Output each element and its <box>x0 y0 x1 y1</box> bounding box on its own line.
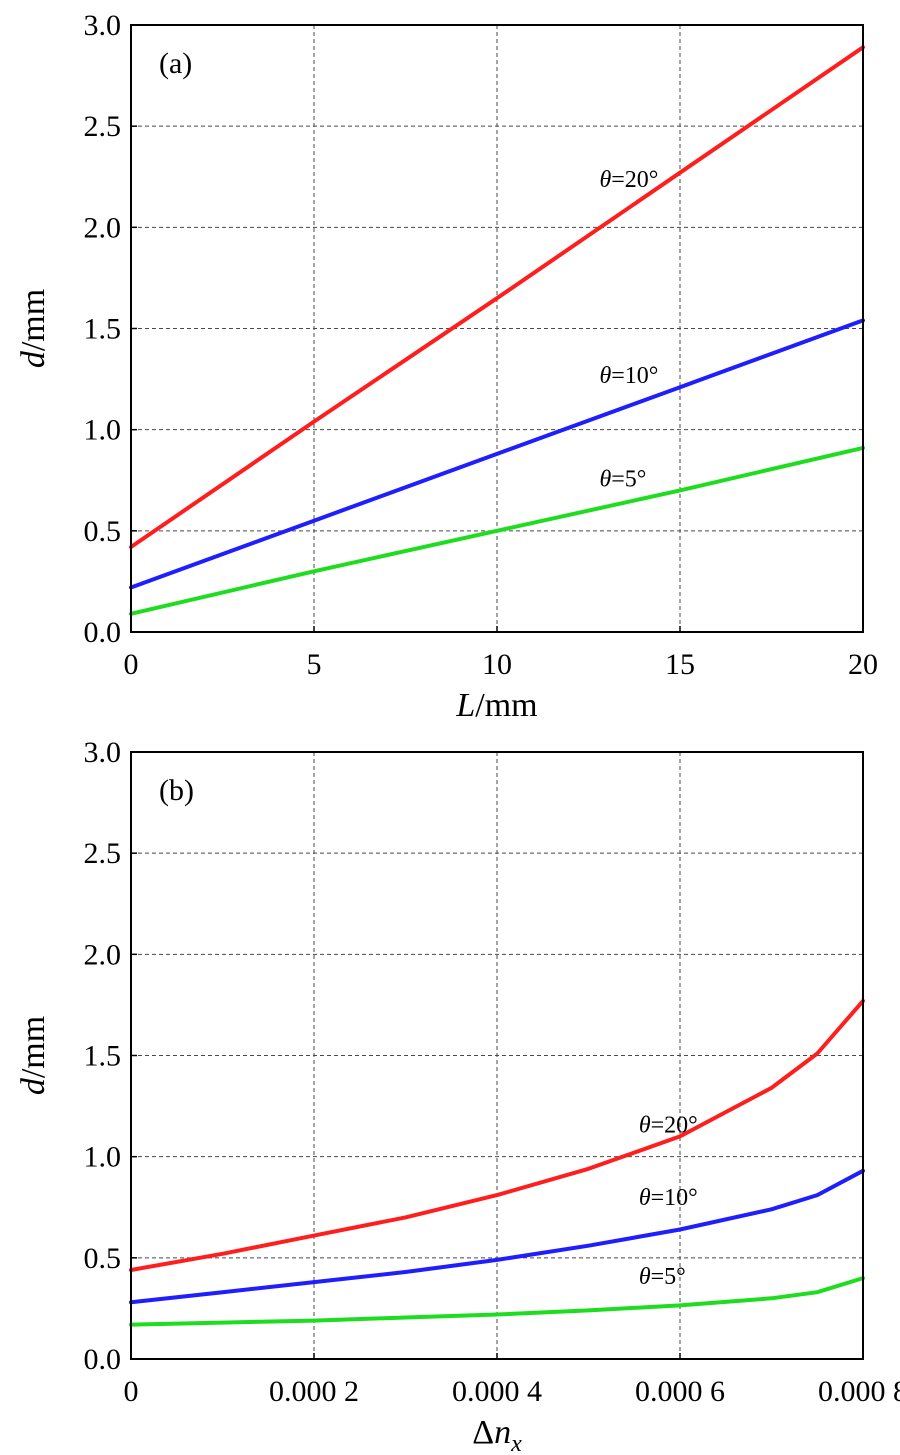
x-tick-label: 0.000 6 <box>635 1375 725 1408</box>
series-line-1 <box>129 1168 865 1305</box>
series-line-0 <box>129 998 865 1272</box>
series-line-2 <box>129 1276 865 1327</box>
series-label-1: θ=10° <box>599 363 658 389</box>
y-tick-label: 1.0 <box>84 414 122 447</box>
x-tick-label: 5 <box>307 648 322 681</box>
x-tick-label: 10 <box>482 648 512 681</box>
y-tick-label: 2.0 <box>84 938 122 971</box>
y-tick-label: 0.0 <box>84 1343 122 1376</box>
y-tick-label: 2.5 <box>84 110 122 143</box>
y-tick-label: 1.5 <box>84 313 122 346</box>
panel-label: (a) <box>159 47 192 80</box>
series-line-1 <box>129 318 865 590</box>
y-tick-label: 0.0 <box>84 616 122 649</box>
y-tick-label: 1.5 <box>84 1040 122 1073</box>
y-tick-label: 0.5 <box>84 515 122 548</box>
series-label-0: θ=20° <box>639 1112 698 1138</box>
plot-frame <box>130 24 864 633</box>
y-tick-label: 2.5 <box>84 837 122 870</box>
y-axis-title: d/mm <box>15 1016 52 1095</box>
series-label-2: θ=5° <box>599 466 646 492</box>
x-tick-label: 15 <box>665 648 695 681</box>
x-axis-title: L/mm <box>455 687 537 724</box>
y-tick-label: 0.5 <box>84 1242 122 1275</box>
y-tick-label: 1.0 <box>84 1141 122 1174</box>
x-tick-label: 0 <box>124 1375 139 1408</box>
series-label-0: θ=20° <box>599 167 658 193</box>
y-axis-title: d/mm <box>15 289 52 368</box>
chart-panel-b: 0 0.000 2 0.000 4 0.000 6 0.000 8 0.0 0.5 1.0 1.… <box>15 736 900 1455</box>
x-tick-label: 0.000 2 <box>269 1375 359 1408</box>
y-tick-label: 3.0 <box>84 9 122 42</box>
chart-panel-a: 0 5 10 15 20 0.0 0.5 1.0 1.5 2.0 2.5 3.0 L/mm d/mm (a)… <box>15 9 878 724</box>
x-axis-title: Δnx <box>472 1414 522 1455</box>
panel-label: (b) <box>159 774 194 807</box>
y-tick-label: 3.0 <box>84 736 122 769</box>
series-line-2 <box>129 445 865 616</box>
x-tick-label: 0.000 8 <box>818 1375 900 1408</box>
series-line-0 <box>129 45 865 549</box>
series-label-1: θ=10° <box>639 1185 698 1211</box>
y-tick-label: 2.0 <box>84 211 122 244</box>
series-label-2: θ=5° <box>639 1264 686 1290</box>
x-tick-label: 0.000 4 <box>452 1375 542 1408</box>
x-tick-label: 20 <box>848 648 878 681</box>
plot-frame <box>130 751 864 1360</box>
x-tick-label: 0 <box>124 648 139 681</box>
